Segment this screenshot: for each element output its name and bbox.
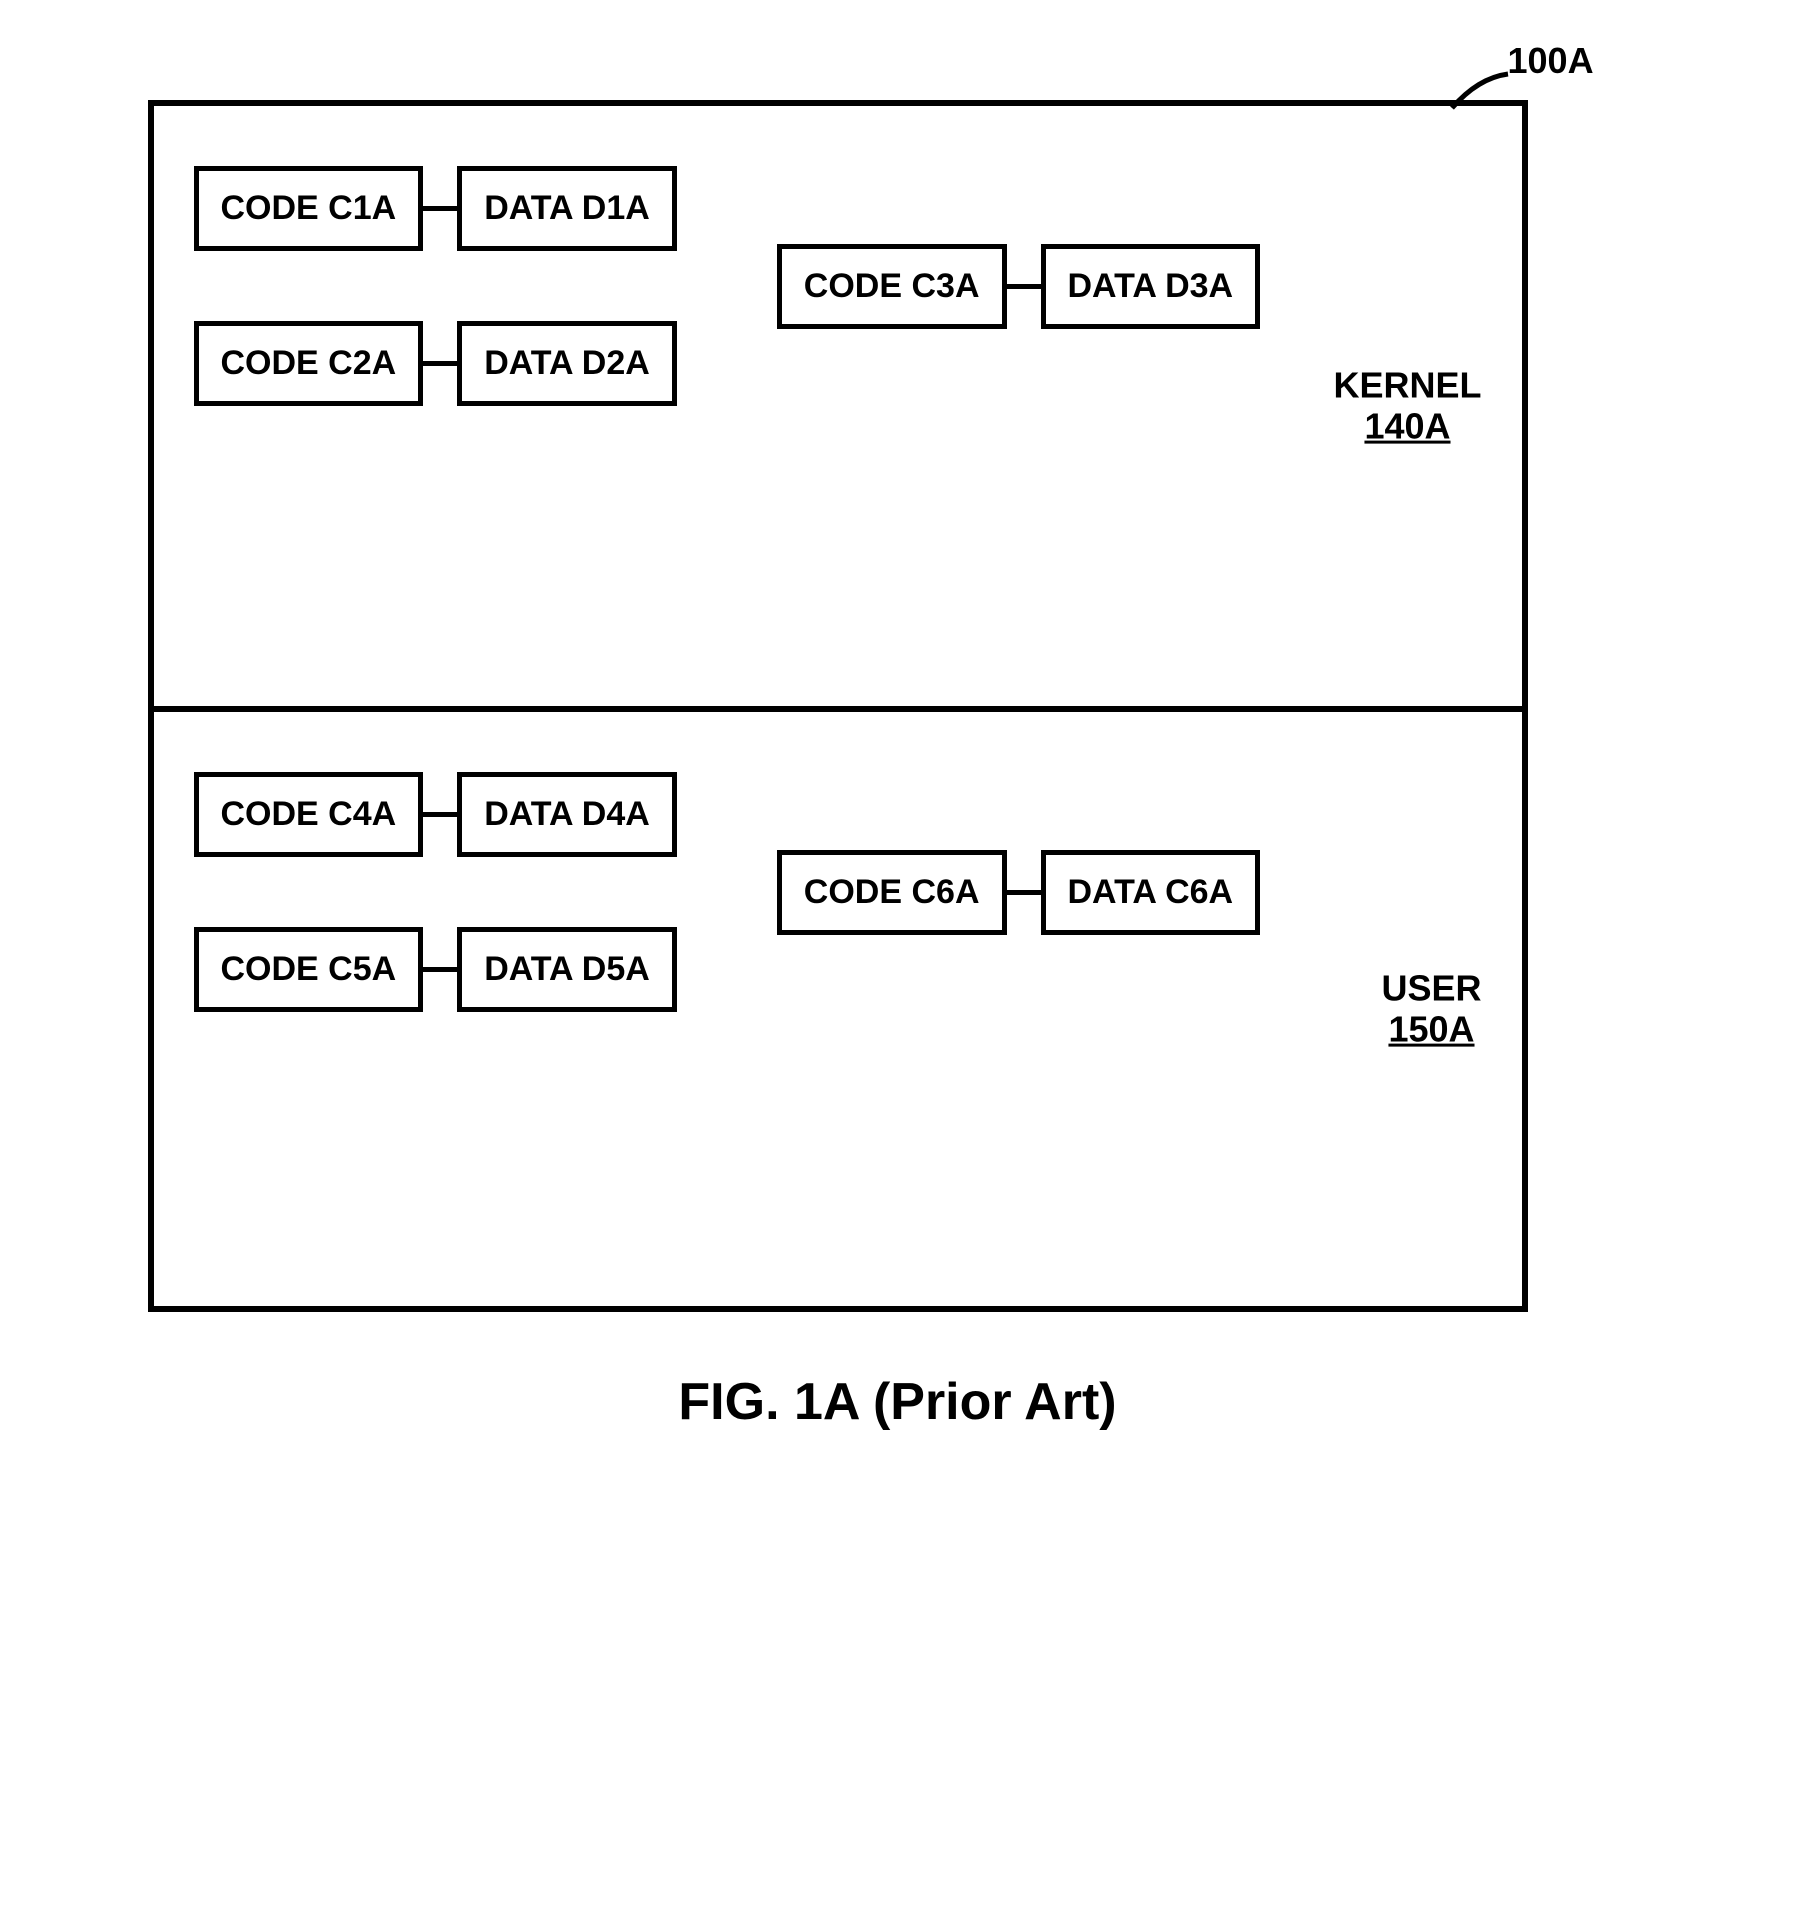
diagram-wrapper: 100A CODE C1A DATA D1A CODE C2A DATA D2A bbox=[148, 40, 1648, 1432]
data-block: DATA D5A bbox=[457, 927, 677, 1012]
outer-container: CODE C1A DATA D1A CODE C2A DATA D2A CODE… bbox=[148, 100, 1528, 1312]
data-block: DATA D3A bbox=[1041, 244, 1261, 329]
code-data-pair: CODE C1A DATA D1A bbox=[194, 166, 677, 251]
user-region: CODE C4A DATA D4A CODE C5A DATA D5A CODE… bbox=[154, 706, 1522, 1306]
code-block: CODE C5A bbox=[194, 927, 424, 1012]
region-name: KERNEL bbox=[1333, 365, 1481, 406]
figure-caption: FIG. 1A (Prior Art) bbox=[148, 1372, 1648, 1432]
data-block: DATA D1A bbox=[457, 166, 677, 251]
connector-line bbox=[423, 361, 457, 366]
data-block: DATA D2A bbox=[457, 321, 677, 406]
code-data-pair: CODE C2A DATA D2A bbox=[194, 321, 677, 406]
connector-line bbox=[1007, 890, 1041, 895]
code-block: CODE C4A bbox=[194, 772, 424, 857]
region-reference: 140A bbox=[1333, 406, 1481, 447]
user-right-column: CODE C6A DATA C6A bbox=[777, 850, 1260, 935]
kernel-region-label: KERNEL 140A bbox=[1333, 365, 1481, 448]
code-data-pair: CODE C4A DATA D4A bbox=[194, 772, 677, 857]
code-data-pair: CODE C3A DATA D3A bbox=[777, 244, 1260, 329]
connector-line bbox=[423, 206, 457, 211]
connector-line bbox=[423, 967, 457, 972]
connector-line bbox=[1007, 284, 1041, 289]
connector-line bbox=[423, 812, 457, 817]
region-name: USER bbox=[1381, 968, 1481, 1009]
code-block: CODE C3A bbox=[777, 244, 1007, 329]
data-block: DATA D4A bbox=[457, 772, 677, 857]
code-block: CODE C2A bbox=[194, 321, 424, 406]
code-block: CODE C6A bbox=[777, 850, 1007, 935]
region-reference: 150A bbox=[1381, 1009, 1481, 1050]
kernel-right-column: CODE C3A DATA D3A bbox=[777, 244, 1260, 329]
user-left-column: CODE C4A DATA D4A CODE C5A DATA D5A bbox=[194, 772, 677, 1012]
code-block: CODE C1A bbox=[194, 166, 424, 251]
kernel-region: CODE C1A DATA D1A CODE C2A DATA D2A CODE… bbox=[154, 106, 1522, 706]
code-data-pair: CODE C5A DATA D5A bbox=[194, 927, 677, 1012]
kernel-left-column: CODE C1A DATA D1A CODE C2A DATA D2A bbox=[194, 166, 677, 406]
data-block: DATA C6A bbox=[1041, 850, 1261, 935]
user-region-label: USER 150A bbox=[1381, 968, 1481, 1051]
code-data-pair: CODE C6A DATA C6A bbox=[777, 850, 1260, 935]
